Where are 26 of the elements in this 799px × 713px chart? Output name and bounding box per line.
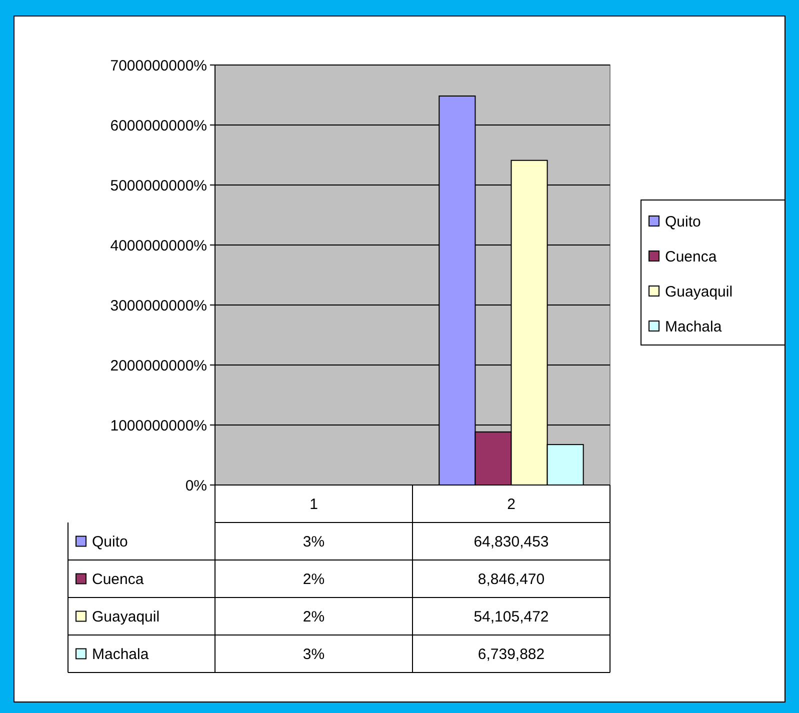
text: Quito	[92, 534, 128, 550]
y-tick-label: 2000000000%	[110, 357, 207, 374]
x-tick-label: 2	[507, 496, 516, 513]
y-tick-label: 1000000000%	[110, 417, 207, 434]
data-label: 54,105,472	[474, 608, 549, 626]
x-tick-label: 1	[310, 496, 318, 513]
y-tick-label: 6000000000%	[110, 117, 207, 134]
y-tick-label: 4000000000%	[110, 237, 207, 254]
data-label: 6,739,882	[478, 646, 545, 663]
y-tick-label: 7000000000%	[110, 57, 207, 74]
y-tick-label: 3000000000%	[110, 297, 207, 314]
y-tick-label: 5000000000%	[110, 177, 207, 194]
data-label: 3%	[302, 534, 325, 550]
y-tick-label: 0%	[185, 477, 207, 494]
text: Cuenca	[92, 571, 144, 588]
data-label: 8,846,470	[478, 571, 545, 588]
data-label: 3%	[302, 646, 325, 663]
legend-label: Cuenca	[665, 248, 718, 266]
text: Machala	[92, 646, 149, 663]
legend-label: Quito	[665, 213, 701, 230]
text: Guayaquil	[92, 608, 160, 626]
data-label: 2%	[302, 608, 325, 626]
legend-label: Machala	[665, 318, 722, 336]
legend-label: Guayaquil	[665, 283, 733, 300]
data-label: 2%	[302, 571, 325, 588]
data-label: 64,830,453	[474, 534, 549, 550]
